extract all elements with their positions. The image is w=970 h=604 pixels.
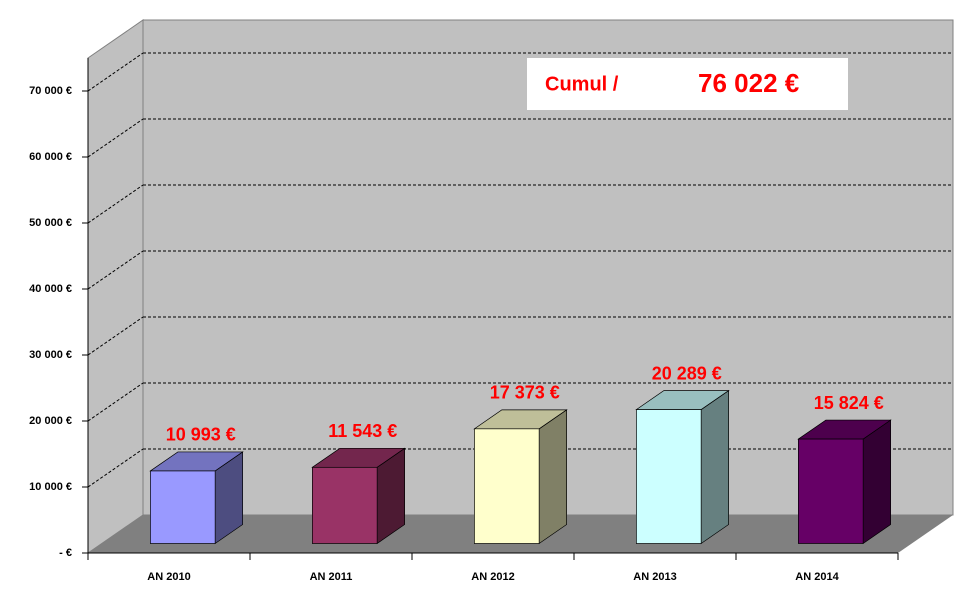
grid-line (87, 448, 144, 488)
grid-line (87, 316, 144, 356)
bar-side (700, 389, 730, 545)
y-tick-label: - € (59, 547, 72, 559)
value-label: 10 993 € (166, 425, 236, 445)
bar: 20 289 € (635, 363, 730, 545)
bar: 11 543 € (311, 421, 406, 545)
y-tick-label: 50 000 € (29, 217, 72, 229)
total-label: Cumul / (545, 73, 619, 95)
y-tick-label: 30 000 € (29, 349, 72, 361)
value-label: 17 373 € (490, 383, 560, 403)
x-tick-label: AN 2013 (633, 571, 676, 583)
total-value: 76 022 € (698, 68, 799, 98)
x-tick-label: AN 2011 (310, 571, 353, 583)
value-label: 20 289 € (652, 363, 722, 383)
grid-line (87, 250, 144, 290)
value-label: 15 824 € (814, 393, 884, 413)
bar-front (150, 470, 216, 544)
side-wall (87, 19, 144, 554)
grid-line (87, 118, 144, 158)
bar-side (538, 409, 568, 545)
total-box (527, 58, 848, 110)
bar-front (797, 438, 864, 544)
y-tick-label: 70 000 € (29, 85, 72, 97)
y-tick-label: 60 000 € (29, 151, 72, 163)
bar-front (312, 466, 378, 544)
x-tick-label: AN 2012 (471, 571, 514, 583)
bar-front (474, 428, 540, 544)
bar: 15 824 € (797, 393, 892, 545)
y-tick-label: 40 000 € (29, 283, 72, 295)
grid-line (87, 52, 144, 92)
x-tick-label: AN 2010 (147, 571, 190, 583)
x-tick-label: AN 2014 (795, 571, 839, 583)
bar-front (635, 409, 702, 544)
grid-line (87, 184, 144, 224)
y-tick-label: 10 000 € (29, 481, 72, 493)
bar-side (862, 419, 892, 545)
y-tick-label: 20 000 € (29, 415, 72, 427)
value-label: 11 543 € (328, 421, 397, 441)
grid-line (87, 382, 144, 422)
bar: 17 373 € (473, 383, 568, 545)
bar: 10 993 € (149, 425, 244, 545)
